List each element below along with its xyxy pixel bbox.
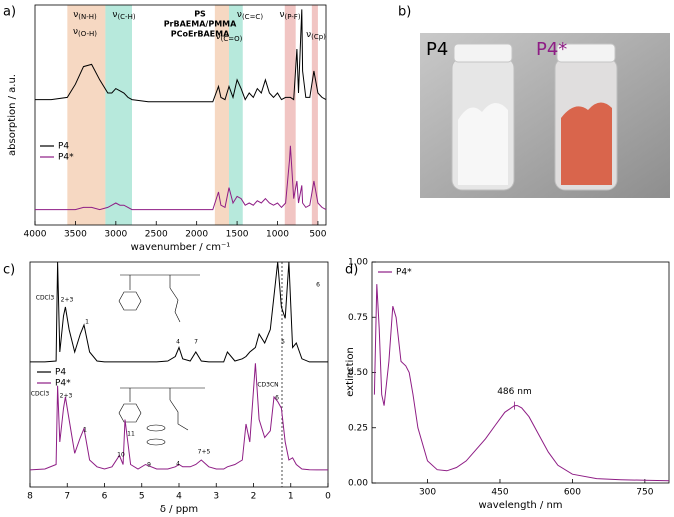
photo-label: P4 [426, 39, 448, 60]
annotation: ν(N-H) [73, 10, 97, 22]
vial-cap [556, 43, 616, 63]
plot-frame [34, 4, 327, 226]
spectrum-line [29, 363, 328, 471]
x-tick-label: 1500 [226, 230, 249, 240]
annotation: ν(Cp) [306, 30, 326, 42]
y-tick-label: 0.25 [348, 423, 368, 433]
panel-label: c) [3, 263, 15, 278]
x-tick-label: 2500 [145, 230, 168, 240]
peak-label: CDCl3 [36, 295, 55, 302]
band [284, 5, 296, 225]
y-axis-label: absorption / a.u. [7, 74, 18, 156]
peak-label: 2+3 [60, 393, 73, 400]
y-tick-label: 0.00 [348, 479, 368, 489]
peak-label: 2+3 [61, 297, 74, 304]
spectrum-line [35, 145, 327, 211]
peak-label: 11 [127, 431, 135, 438]
x-tick-label: 3500 [64, 230, 87, 240]
annotation: ν(C-H) [112, 10, 135, 22]
x-tick-label: 7 [64, 492, 70, 502]
panel-label: b) [398, 5, 411, 20]
x-tick-label: 2000 [185, 230, 208, 240]
structure [118, 274, 205, 446]
legend-label: P4* [396, 268, 412, 278]
peak-label: 1 [83, 427, 87, 434]
x-tick-label: 500 [309, 230, 326, 240]
peak-label: CD3CN [257, 382, 278, 389]
y-tick-label: 0.50 [348, 368, 368, 378]
y-tick-label: 0.75 [348, 313, 368, 323]
x-tick-label: 3 [213, 492, 219, 502]
peak-label: CDCl3 [31, 391, 50, 398]
spectrum-line [35, 9, 327, 103]
peak-label: 6 [275, 395, 279, 402]
x-tick-label: 8 [27, 492, 33, 502]
legend-label: P4* [58, 153, 74, 163]
peak-label: 9 [147, 462, 151, 469]
peak-label: 7+5 [198, 449, 211, 456]
annotation: ν(P-F) [279, 10, 300, 22]
band [229, 5, 243, 225]
band [105, 5, 132, 225]
vial-cap [453, 43, 513, 63]
x-tick-label: 450 [491, 488, 508, 498]
panel-label: d) [345, 263, 358, 278]
peak-label: 4 [176, 461, 180, 468]
band-label: PrBAEMA/PMMA [164, 20, 237, 29]
x-tick-label: 4000 [24, 230, 47, 240]
peak-label: 5 [281, 339, 285, 346]
band [214, 5, 229, 225]
band-label: PCoErBAEMA [171, 30, 230, 39]
peak-label: 10 [117, 452, 125, 459]
annotation: ν(C=C) [237, 10, 263, 22]
annotation: ν(C=O) [216, 32, 243, 44]
x-tick-label: 750 [636, 488, 653, 498]
band [311, 5, 318, 225]
powder [561, 102, 612, 185]
peak-label: 7 [194, 339, 198, 346]
peak-label: 1 [85, 319, 89, 326]
band [67, 5, 106, 225]
y-tick-label: 1.00 [348, 258, 368, 268]
y-axis-label: extinction [345, 347, 356, 397]
x-tick-label: 600 [564, 488, 581, 498]
x-axis-label: δ / ppm [160, 504, 198, 515]
powder [458, 102, 508, 185]
spectrum-line [30, 261, 328, 363]
photo-label: P4* [536, 39, 567, 60]
x-tick-label: 1000 [266, 230, 289, 240]
spectrum-line [373, 284, 670, 482]
legend-label: P4 [58, 142, 69, 152]
peak-label: 6 [316, 282, 320, 289]
panel-label: a) [3, 5, 16, 20]
annotation: 486 nm [497, 387, 532, 397]
band-label: PS [194, 10, 206, 19]
legend-label: P4 [55, 368, 66, 378]
x-tick-label: 0 [325, 492, 331, 502]
legend-label: P4* [55, 379, 71, 389]
x-tick-label: 5 [139, 492, 145, 502]
plot-frame [371, 261, 670, 484]
x-tick-label: 4 [176, 492, 182, 502]
x-tick-label: 1 [288, 492, 294, 502]
peak-label: 4 [176, 339, 180, 346]
x-tick-label: 300 [419, 488, 436, 498]
x-tick-label: 2 [251, 492, 257, 502]
annotation: ν(O-H) [73, 27, 97, 39]
photo: P4 P4* b) [398, 5, 670, 198]
x-axis-label: wavelength / nm [478, 500, 562, 511]
x-tick-label: 3000 [104, 230, 127, 240]
x-tick-label: 6 [102, 492, 108, 502]
x-axis-label: wavenumber / cm⁻¹ [131, 242, 231, 253]
